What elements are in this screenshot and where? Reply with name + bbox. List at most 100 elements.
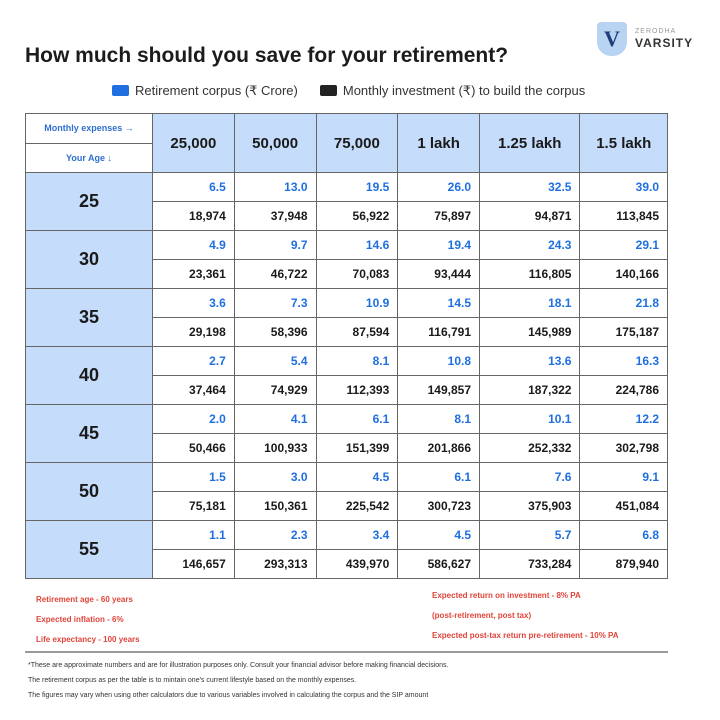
table-row-corpus: 30 4.9 9.7 14.6 19.4 24.3 29.1 xyxy=(25,230,668,289)
corpus-cell: 1.1 xyxy=(152,520,235,550)
retirement-table: Monthly expenses → 25,000 50,000 75,000 1 la… xyxy=(25,113,668,579)
monthly-investment-cell: 100,933 xyxy=(233,433,317,463)
monthly-investment-cell: 879,940 xyxy=(579,549,668,579)
corpus-cell: 3.6 xyxy=(152,288,235,318)
column-header: 1 lakh xyxy=(397,113,480,173)
monthly-investment-cell: 302,798 xyxy=(579,433,668,463)
corpus-cell: 6.5 xyxy=(152,172,235,202)
column-header: 50,000 xyxy=(233,113,317,173)
corpus-cell: 5.7 xyxy=(478,520,581,550)
monthly-investment-cell: 50,466 xyxy=(152,433,235,463)
corpus-cell: 8.1 xyxy=(397,404,480,434)
corpus-cell: 14.5 xyxy=(397,288,480,318)
corpus-cell: 2.7 xyxy=(152,346,235,376)
age-cell: 25 xyxy=(25,172,153,231)
monthly-investment-cell: 29,198 xyxy=(152,317,235,347)
monthly-investment-cell: 94,871 xyxy=(478,201,581,231)
table-row-corpus: 55 1.1 2.3 3.4 4.5 5.7 6.8 xyxy=(25,520,668,579)
corpus-cell: 6.1 xyxy=(397,462,480,492)
monthly-investment-cell: 201,866 xyxy=(397,433,480,463)
table-row-monthly: 29,198 58,396 87,594 116,791 145,989 175,187 xyxy=(26,317,668,347)
monthly-investment-cell: 18,974 xyxy=(152,201,235,231)
monthly-investment-cell: 58,396 xyxy=(233,317,317,347)
legend-item-corpus: Retirement corpus (₹ Crore) xyxy=(112,83,298,99)
corpus-cell: 2.0 xyxy=(152,404,235,434)
monthly-investment-cell: 112,393 xyxy=(315,375,399,405)
monthly-investment-cell: 293,313 xyxy=(233,549,317,579)
monthly-investment-cell: 23,361 xyxy=(152,259,235,289)
monthly-investment-cell: 113,845 xyxy=(579,201,668,231)
corpus-cell: 2.3 xyxy=(233,520,317,550)
monthly-investment-cell: 451,084 xyxy=(579,491,668,521)
table-row-monthly: 23,361 46,722 70,083 93,444 116,805 140,166 xyxy=(26,259,668,289)
table-row-corpus: 40 2.7 5.4 8.1 10.8 13.6 16.3 xyxy=(25,346,668,405)
corpus-cell: 9.7 xyxy=(233,230,317,260)
corpus-cell: 7.6 xyxy=(478,462,581,492)
table-row-monthly: 18,974 37,948 56,922 75,897 94,871 113,845 xyxy=(26,201,668,231)
monthly-investment-cell: 87,594 xyxy=(315,317,399,347)
corpus-cell: 24.3 xyxy=(478,230,581,260)
column-header: 75,000 xyxy=(315,113,399,173)
monthly-investment-cell: 151,399 xyxy=(315,433,399,463)
corpus-cell: 10.8 xyxy=(397,346,480,376)
monthly-investment-cell: 225,542 xyxy=(315,491,399,521)
table-row-corpus: 35 3.6 7.3 10.9 14.5 18.1 21.8 xyxy=(25,288,668,347)
page-title: How much should you save for your retire… xyxy=(25,44,509,67)
corpus-cell: 29.1 xyxy=(579,230,668,260)
corpus-cell: 3.4 xyxy=(315,520,399,550)
corpus-cell: 19.5 xyxy=(315,172,399,202)
logo-company: ZERODHA xyxy=(635,27,677,35)
shield-logo-icon: V xyxy=(597,22,627,56)
black-swatch-icon xyxy=(319,85,337,96)
corpus-cell: 4.9 xyxy=(152,230,235,260)
table-row-monthly: 50,466 100,933 151,399 201,866 252,332 302,79… xyxy=(26,433,668,463)
corner-monthly-expenses: Monthly expenses → xyxy=(25,113,153,144)
corpus-cell: 16.3 xyxy=(579,346,668,376)
corpus-cell: 18.1 xyxy=(478,288,581,318)
corpus-cell: 3.0 xyxy=(233,462,317,492)
corpus-cell: 7.3 xyxy=(233,288,317,318)
varsity-logo: V ZERODHA VARSITY xyxy=(597,22,693,56)
corpus-cell: 9.1 xyxy=(579,462,668,492)
corpus-cell: 14.6 xyxy=(315,230,399,260)
monthly-investment-cell: 187,322 xyxy=(478,375,581,405)
monthly-investment-cell: 224,786 xyxy=(579,375,668,405)
table-row-monthly: 37,464 74,929 112,393 149,857 187,322 224,786 xyxy=(26,375,668,405)
monthly-investment-cell: 145,989 xyxy=(478,317,581,347)
monthly-investment-cell: 75,181 xyxy=(152,491,235,521)
corpus-cell: 6.1 xyxy=(315,404,399,434)
corpus-cell: 8.1 xyxy=(315,346,399,376)
corpus-cell: 5.4 xyxy=(233,346,317,376)
monthly-investment-cell: 140,166 xyxy=(579,259,668,289)
monthly-investment-cell: 733,284 xyxy=(478,549,581,579)
legend-item-monthly: Monthly investment (₹) to build the corp… xyxy=(319,83,585,99)
divider xyxy=(25,651,668,653)
blue-swatch-icon xyxy=(112,85,129,96)
corpus-cell: 12.2 xyxy=(579,404,668,434)
age-cell: 55 xyxy=(25,520,153,579)
corpus-cell: 4.5 xyxy=(315,462,399,492)
corpus-cell: 10.9 xyxy=(315,288,399,318)
monthly-investment-cell: 149,857 xyxy=(397,375,480,405)
corpus-cell: 10.1 xyxy=(478,404,581,434)
monthly-investment-cell: 439,970 xyxy=(315,549,399,579)
age-cell: 30 xyxy=(25,230,153,289)
corpus-cell: 19.4 xyxy=(397,230,480,260)
disclaimers: *These are approximate numbers and are f… xyxy=(28,662,449,699)
corpus-cell: 26.0 xyxy=(397,172,480,202)
table-row-corpus: 25 6.5 13.0 19.5 26.0 32.5 39.0 xyxy=(25,172,668,231)
legend: Retirement corpus (₹ Crore) Monthly inve… xyxy=(112,83,585,99)
monthly-investment-cell: 93,444 xyxy=(397,259,480,289)
table-row-corpus: 50 1.5 3.0 4.5 6.1 7.6 9.1 xyxy=(25,462,668,521)
monthly-investment-cell: 75,897 xyxy=(397,201,480,231)
column-header: 25,000 xyxy=(152,113,235,173)
corpus-cell: 4.1 xyxy=(233,404,317,434)
age-cell: 50 xyxy=(25,462,153,521)
monthly-investment-cell: 375,903 xyxy=(478,491,581,521)
corner-your-age: Your Age ↓ xyxy=(25,142,153,173)
table-row-corpus: 45 2.0 4.1 6.1 8.1 10.1 12.2 xyxy=(25,404,668,463)
monthly-investment-cell: 46,722 xyxy=(233,259,317,289)
monthly-investment-cell: 146,657 xyxy=(152,549,235,579)
monthly-investment-cell: 70,083 xyxy=(315,259,399,289)
monthly-investment-cell: 37,464 xyxy=(152,375,235,405)
